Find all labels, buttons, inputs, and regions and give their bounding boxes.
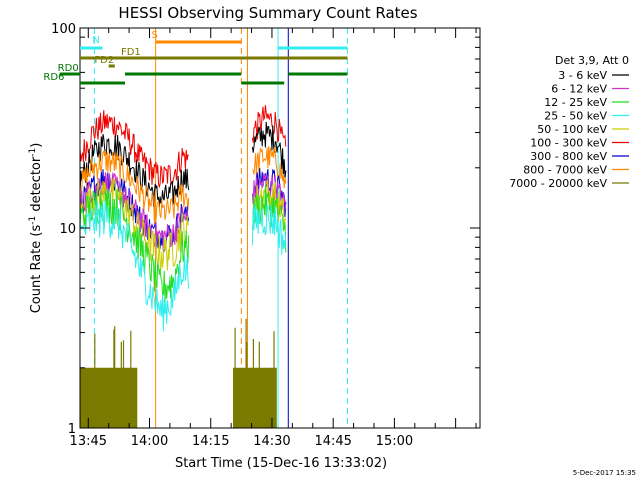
y-tick-label: 10	[59, 222, 76, 237]
legend-label: 7000 - 20000 keV	[509, 177, 607, 190]
plot-area	[80, 28, 348, 428]
y-axis-label-end: )	[29, 143, 44, 148]
flag-label-fd2: FD2	[94, 55, 114, 66]
footer-date: 5-Dec-2017 15:35	[573, 469, 636, 477]
series-line-1	[80, 121, 287, 208]
legend-label: 25 - 50 keV	[544, 110, 607, 123]
high-energy-band-1	[233, 318, 277, 428]
legend-title: Det 3,9, Att 0	[555, 54, 629, 67]
legend-label: 50 - 100 keV	[537, 123, 607, 136]
y-axis-label-main: Count Rate (s	[29, 225, 44, 314]
y-tick-label: 1	[68, 422, 76, 437]
x-tick-label: 15:00	[376, 434, 413, 449]
flag-label-rd0: RD0	[58, 63, 79, 74]
x-axis-label: Start Time (15-Dec-16 13:33:02)	[175, 456, 387, 471]
x-tick-label: 13:45	[70, 434, 107, 449]
series-line-2	[80, 146, 287, 224]
legend-label: 3 - 6 keV	[558, 69, 607, 82]
high-energy-band-0	[80, 326, 138, 428]
legend-label: 6 - 12 keV	[551, 83, 607, 96]
y-axis-label-sup1: -1	[28, 216, 38, 225]
x-tick-label: 14:15	[192, 434, 229, 449]
series-line-7	[80, 200, 287, 332]
legend-label: 800 - 7000 keV	[523, 164, 607, 177]
y-axis-label-mid: detector	[29, 156, 44, 216]
flag-label-rd6: RD6	[43, 72, 64, 83]
y-axis-label-sup2: -1	[28, 148, 38, 157]
y-axis-label: Count Rate (s-1 detector-1)	[28, 143, 44, 314]
x-tick-label: 14:00	[131, 434, 168, 449]
legend-label: 300 - 800 keV	[530, 150, 607, 163]
x-tick-label: 14:45	[314, 434, 351, 449]
legend-label: 12 - 25 keV	[544, 96, 607, 109]
flag-label-n: N	[92, 35, 99, 46]
x-tick-label: 14:30	[253, 434, 290, 449]
series-line-0	[80, 105, 287, 189]
flag-label-fd1: FD1	[121, 47, 141, 58]
flag-label-s: S	[152, 30, 158, 41]
x-axis: 13:45 14:00 14:15 14:30 14:45 15:00	[70, 28, 477, 449]
chart-title: HESSI Observing Summary Count Rates	[118, 4, 417, 22]
legend-label: 100 - 300 keV	[530, 137, 607, 150]
y-tick-label: 100	[51, 22, 76, 37]
